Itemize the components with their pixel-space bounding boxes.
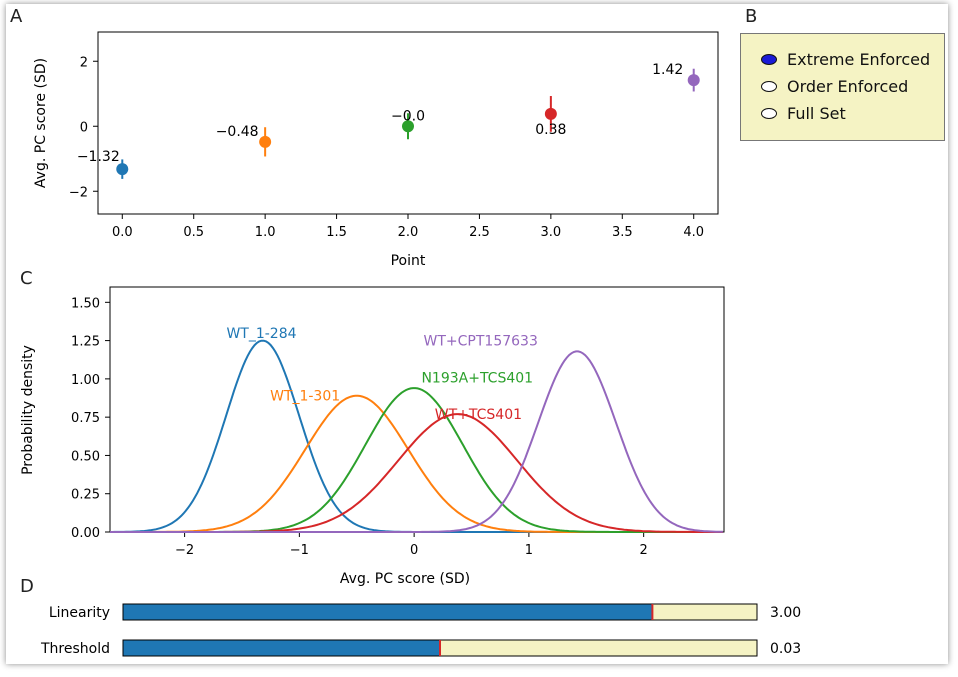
bar-fill-linearity [122,603,653,621]
data-point[interactable] [687,74,700,87]
dataset-selector-legend: Extreme Enforced Order Enforced Full Set [740,33,945,141]
radio-label: Full Set [787,103,846,123]
radio-option-extreme-enforced[interactable]: Extreme Enforced [761,47,930,71]
x-tick-label: 0.5 [183,225,204,240]
y-tick-label: −2 [69,185,88,200]
bar-value-linearity: 3.00 [770,605,801,621]
y-tick-label: 0.75 [71,411,100,426]
radio-label: Order Enforced [787,76,909,96]
bar-value-threshold: 0.03 [770,641,801,657]
x-tick-label: 3.0 [541,225,562,240]
panel-d-bars: Linearity 3.00 Threshold 0.03 [40,603,801,657]
x-tick-label: 3.5 [612,225,633,240]
x-tick-label: 2.5 [469,225,490,240]
x-tick-label: 1.0 [255,225,276,240]
radio-option-full-set[interactable]: Full Set [761,101,846,125]
data-label: 1.42 [652,62,683,78]
radio-unselected-icon[interactable] [761,107,777,119]
bar-marker-linearity[interactable] [651,604,654,620]
x-tick-label: 2 [640,543,648,558]
x-tick-label: 2.0 [398,225,419,240]
x-tick-label: −2 [175,543,194,558]
panel-a-scatter: 0.0 0.5 1.0 1.5 2.0 2.5 3.0 3.5 4.0 −2 0 2 −1.32 −0… [33,31,719,269]
x-tick-label: 0.0 [112,225,133,240]
series-label: WT+CPT157633 [424,334,538,350]
data-label: 0.38 [535,122,566,138]
bar-marker-threshold[interactable] [439,640,441,656]
x-tick-label: 1 [525,543,533,558]
panel-label-c: C [20,268,33,289]
data-point[interactable] [402,120,414,133]
density-curve [110,387,723,533]
bar-label-threshold: Threshold [40,641,110,657]
series-label: WT_1-284 [226,326,296,342]
y-tick-label: 0.25 [71,488,100,503]
data-label: −1.32 [77,149,120,165]
x-tick-label: −1 [290,543,309,558]
x-tick-label: 4.0 [683,225,704,240]
density-curve [110,339,723,533]
panel-label-b: B [745,6,757,27]
radio-selected-icon[interactable] [761,53,777,65]
panel-c-axes-frame [109,286,725,533]
panel-a-xlabel: Point [391,253,426,269]
panel-label-d: D [20,576,34,597]
bar-fill-threshold [122,639,441,657]
bar-label-linearity: Linearity [49,605,110,621]
y-tick-label: 1.00 [71,373,100,388]
data-point[interactable] [259,135,272,148]
data-point[interactable] [116,163,129,176]
data-label: −0.0 [391,108,425,124]
series-label: WT_1-301 [270,389,340,405]
data-label: −0.48 [216,124,259,140]
data-point[interactable] [544,107,557,120]
panel-c-xlabel: Avg. PC score (SD) [340,571,470,587]
x-tick-label: 1.5 [326,225,347,240]
panel-c-ylabel: Probability density [20,345,36,475]
y-tick-label: 0 [80,120,88,135]
radio-option-order-enforced[interactable]: Order Enforced [761,74,908,98]
panel-label-a: A [10,6,23,27]
radio-unselected-icon[interactable] [761,80,777,92]
y-tick-label: 0.00 [71,526,100,541]
density-curve [110,350,723,533]
series-label: WT+TCS401 [435,407,522,423]
radio-label: Extreme Enforced [787,49,931,69]
panel-a-ylabel: Avg. PC score (SD) [33,58,49,188]
y-tick-label: 1.50 [71,296,100,311]
x-tick-label: 0 [410,543,418,558]
y-tick-label: 1.25 [71,335,100,350]
series-label: N193A+TCS401 [421,370,533,386]
panel-c-density: −2 −1 0 1 2 0.00 0.25 0.50 0.75 1.00 1.25 1.50 WT_… [20,286,725,587]
y-tick-label: 2 [80,55,88,70]
y-tick-label: 0.50 [71,449,100,464]
density-curve [110,413,723,533]
